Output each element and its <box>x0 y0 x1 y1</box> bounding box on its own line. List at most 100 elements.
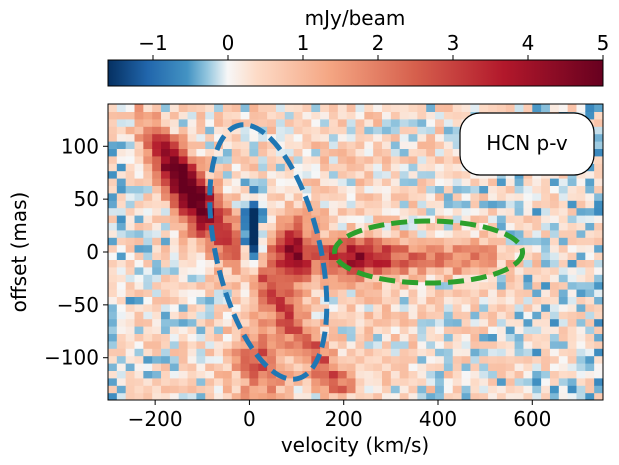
heatmap-cell <box>302 178 312 186</box>
heatmap-cell <box>196 163 206 172</box>
heatmap-cell <box>337 111 348 120</box>
heatmap-cell <box>594 259 603 268</box>
heatmap-cell <box>284 252 295 260</box>
heatmap-cell <box>293 377 304 386</box>
heatmap-cell <box>470 229 480 238</box>
heatmap-cell <box>488 252 498 260</box>
heatmap-cell <box>143 170 153 179</box>
heatmap-cell <box>541 244 551 253</box>
heatmap-cell <box>293 252 304 260</box>
heatmap-cell <box>399 303 410 312</box>
heatmap-cell <box>231 392 242 400</box>
heatmap-cell <box>523 289 533 297</box>
heatmap-cell <box>399 170 410 179</box>
heatmap-cell <box>373 296 383 305</box>
heatmap-cell <box>373 111 383 120</box>
heatmap-cell <box>505 281 516 290</box>
heatmap-cell <box>231 104 242 112</box>
heatmap-cell <box>328 259 339 268</box>
heatmap-cell <box>249 229 259 238</box>
heatmap-cell <box>408 200 418 209</box>
heatmap-cell <box>399 392 410 400</box>
heatmap-cell <box>443 200 454 209</box>
heatmap-cell <box>523 244 533 253</box>
heatmap-cell <box>116 163 127 172</box>
heatmap-cell <box>134 229 144 238</box>
heatmap-cell <box>187 178 197 186</box>
heatmap-cell <box>196 266 206 275</box>
heatmap-cell <box>222 237 233 246</box>
heatmap-cell <box>479 392 489 400</box>
heatmap-cell <box>549 252 560 260</box>
heatmap-cell <box>134 178 144 186</box>
heatmap-cell <box>169 155 180 164</box>
legend: HCN p-v <box>459 112 595 176</box>
heatmap-cell <box>399 126 410 135</box>
heatmap-cell <box>390 296 401 305</box>
heatmap-cell <box>426 266 436 275</box>
heatmap-cell <box>567 340 578 349</box>
heatmap-cell <box>240 370 251 379</box>
heatmap-cell <box>116 281 127 290</box>
heatmap-cell <box>187 348 197 357</box>
heatmap-cell <box>355 303 365 312</box>
heatmap-cell <box>152 333 162 342</box>
heatmap-cell <box>373 385 383 394</box>
heatmap-cell <box>505 340 516 349</box>
heatmap-cell <box>178 200 189 209</box>
heatmap-cell <box>125 118 136 127</box>
heatmap-cell <box>134 237 144 246</box>
heatmap-cell <box>399 348 410 357</box>
heatmap-cell <box>346 141 357 149</box>
heatmap-cell <box>435 244 445 253</box>
heatmap-cell <box>161 281 171 290</box>
heatmap-cell <box>594 377 603 386</box>
heatmap-cell <box>178 333 189 342</box>
heatmap-cell <box>479 385 489 394</box>
heatmap-cell <box>116 348 127 357</box>
heatmap-cell <box>567 385 578 394</box>
heatmap-cell <box>496 178 507 186</box>
heatmap-cell <box>435 296 445 305</box>
heatmap-cell <box>240 215 251 223</box>
heatmap-cell <box>523 385 533 394</box>
heatmap-cell <box>523 237 533 246</box>
heatmap-cell <box>496 333 507 342</box>
heatmap-cell <box>169 370 180 379</box>
heatmap-cell <box>541 392 551 400</box>
heatmap-cell <box>488 370 498 379</box>
heatmap-cell <box>178 326 189 334</box>
heatmap-cell <box>558 192 569 201</box>
heatmap-cell <box>532 274 542 283</box>
heatmap-cell <box>249 311 259 320</box>
heatmap-cell <box>443 274 454 283</box>
heatmap-cell <box>355 178 365 186</box>
heatmap-cell <box>178 303 189 312</box>
heatmap-cell <box>346 289 357 297</box>
heatmap-cell <box>443 355 454 364</box>
heatmap-cell <box>576 355 586 364</box>
heatmap-cell <box>267 252 277 260</box>
heatmap-cell <box>567 207 578 216</box>
heatmap-cell <box>373 266 383 275</box>
heatmap-cell <box>161 303 171 312</box>
heatmap-cell <box>152 266 162 275</box>
heatmap-cell <box>399 222 410 231</box>
heatmap-cell <box>426 148 436 157</box>
heatmap-cell <box>187 355 197 364</box>
heatmap-cell <box>187 252 197 260</box>
heatmap-cell <box>205 141 215 149</box>
heatmap-cell <box>514 222 525 231</box>
heatmap-cell <box>443 377 454 386</box>
heatmap-cell <box>214 133 224 142</box>
heatmap-cell <box>302 244 312 253</box>
heatmap-cell <box>549 318 560 327</box>
heatmap-cell <box>532 207 542 216</box>
heatmap-cell <box>364 215 374 223</box>
heatmap-cell <box>337 303 348 312</box>
heatmap-cell <box>205 266 215 275</box>
heatmap-cell <box>532 377 542 386</box>
heatmap-cell <box>222 148 233 157</box>
heatmap-cell <box>143 163 153 172</box>
heatmap-cell <box>134 215 144 223</box>
